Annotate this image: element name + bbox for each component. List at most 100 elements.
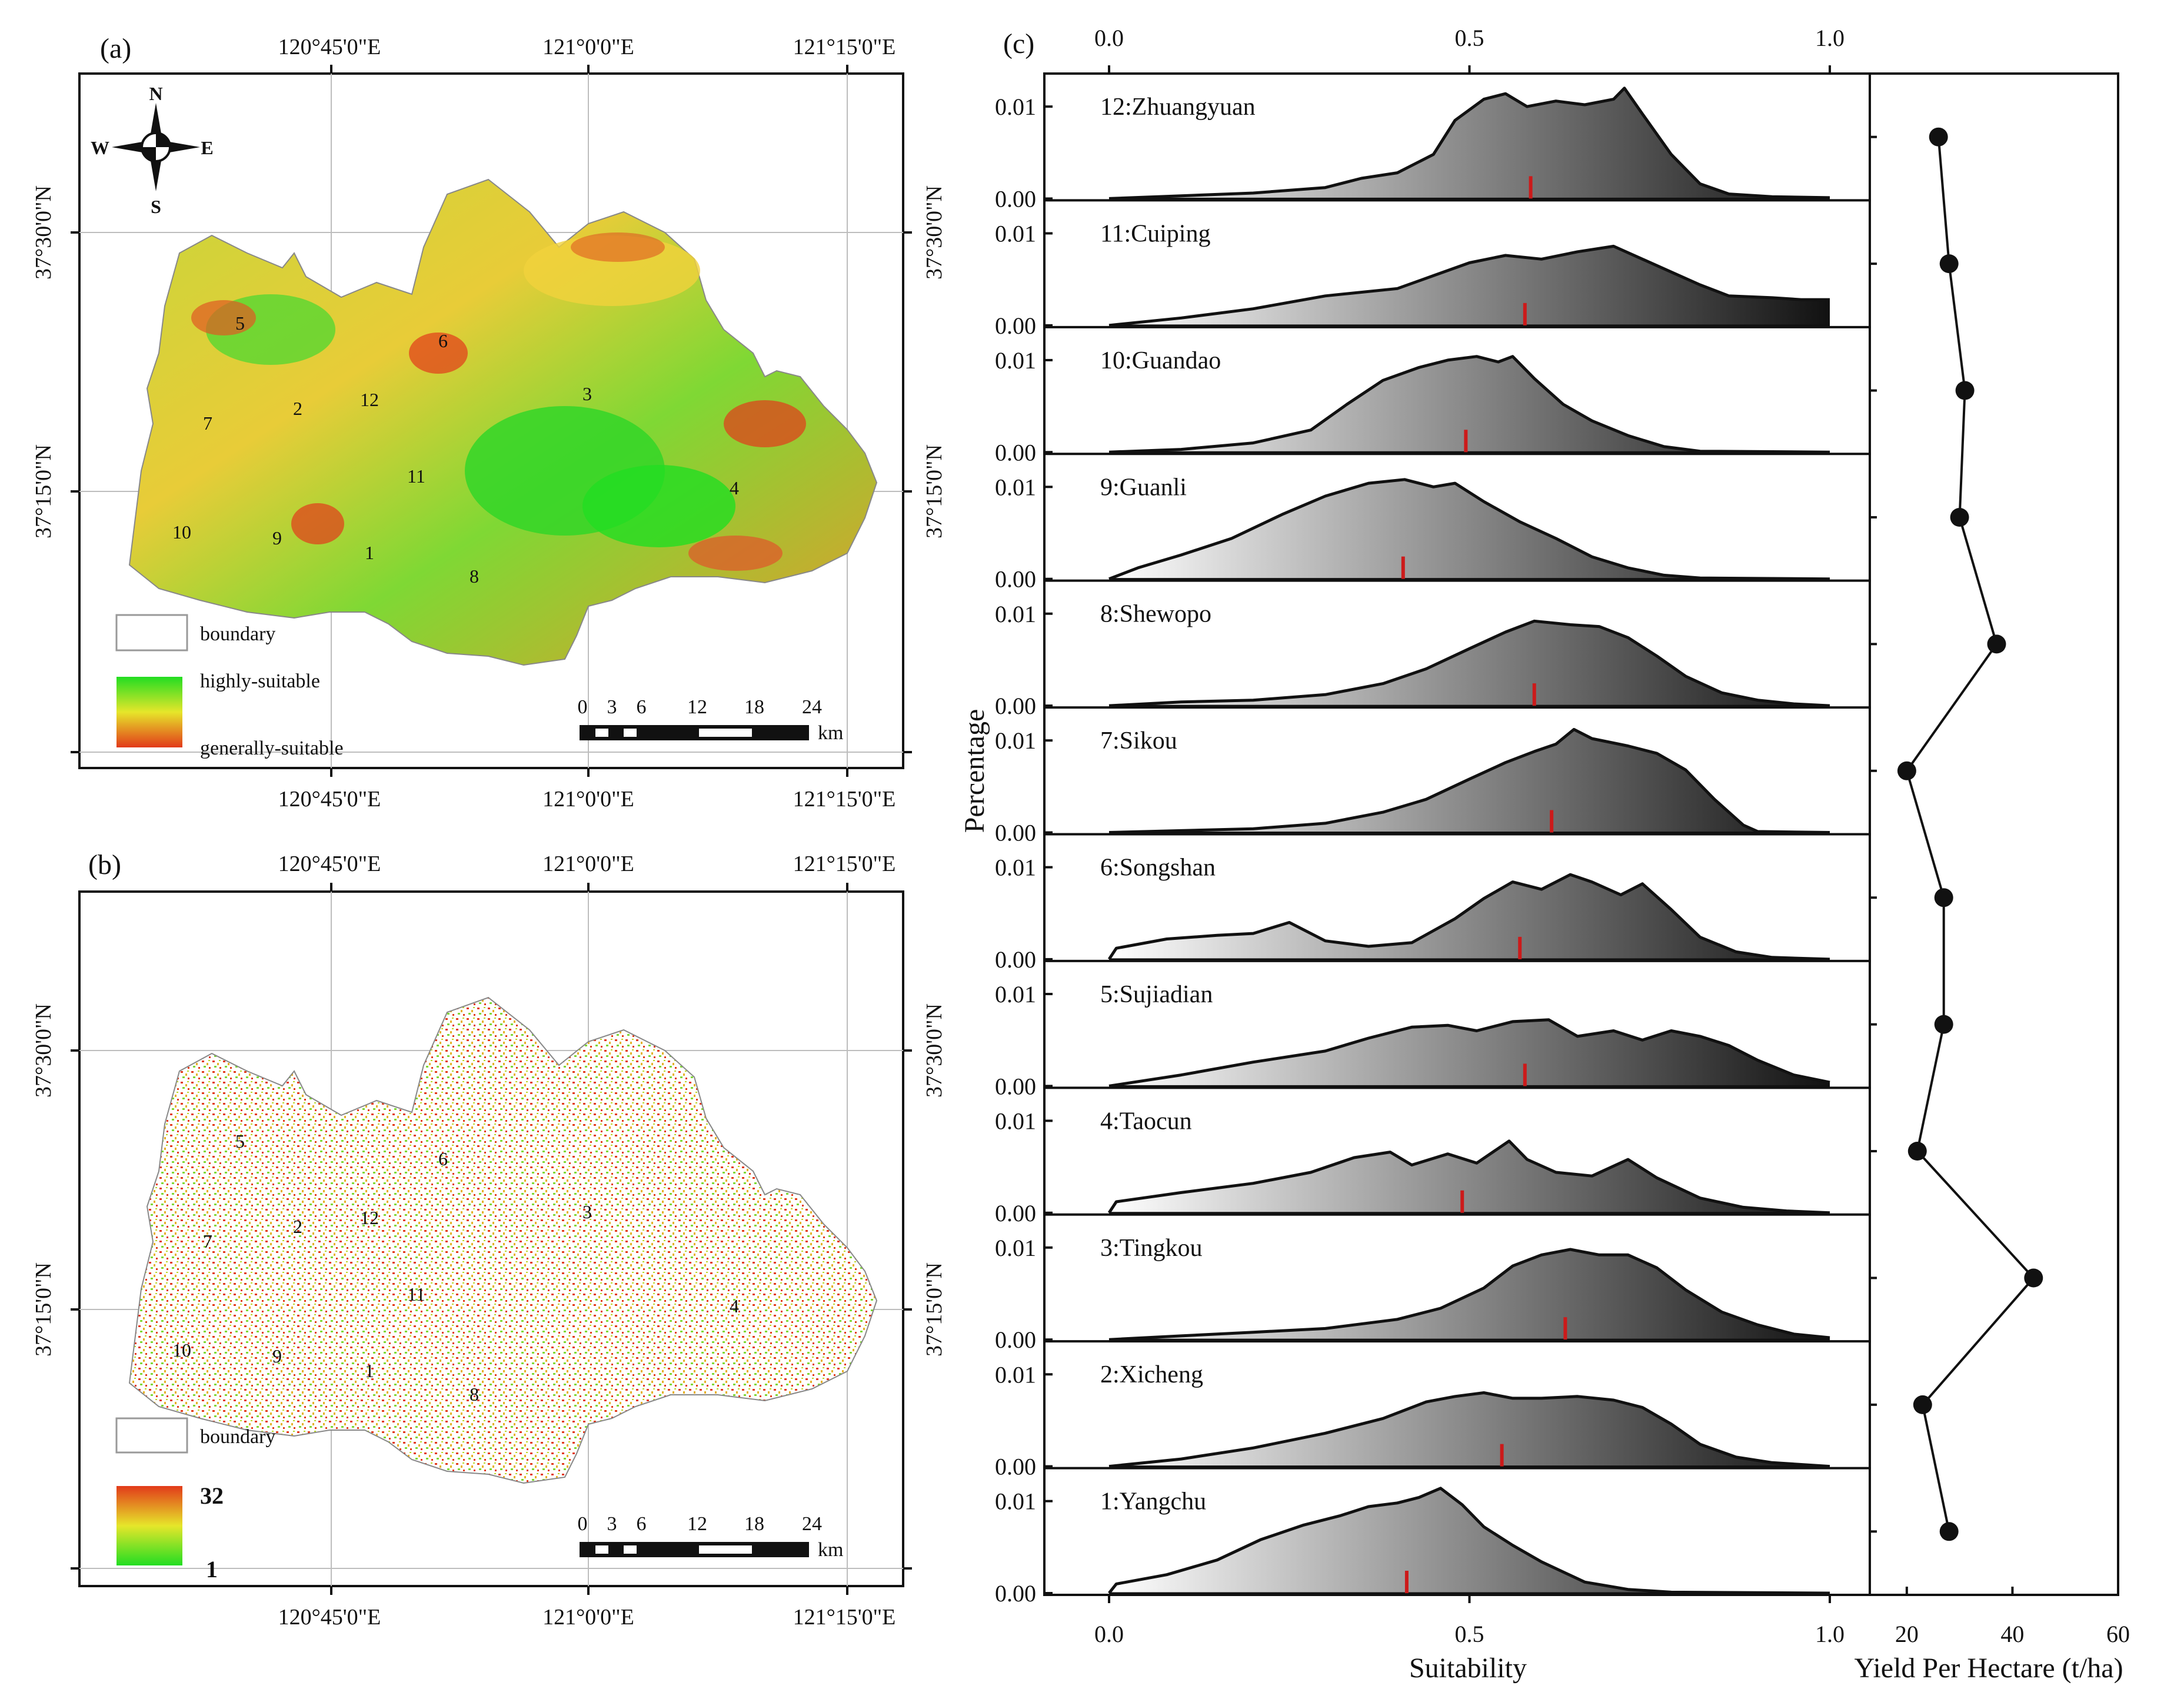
lat-label-right-1: 37°30'0"N bbox=[922, 1003, 947, 1098]
lon-label-bottom-1: 120°45'0"E bbox=[278, 1605, 381, 1630]
y-tick-label: 0.00 bbox=[995, 439, 1036, 466]
y-tick-label: 0.00 bbox=[995, 1327, 1036, 1353]
map-panel-b: (b) 120°45'0"E 121°0'0"E 121°15'0"E 37°3… bbox=[31, 849, 947, 1630]
y-tick-label: 0.01 bbox=[995, 855, 1036, 881]
y-tick-label: 0.01 bbox=[995, 221, 1036, 247]
yield-point bbox=[1907, 1142, 1927, 1161]
map-a-red-patch bbox=[688, 536, 783, 571]
scale-bar-a: 0 3 6 12 18 24 km bbox=[578, 696, 844, 744]
scale-b-tick-24: 24 bbox=[802, 1513, 822, 1535]
map-a-green-patch bbox=[582, 465, 735, 547]
map-a-zone-4: 4 bbox=[730, 477, 739, 498]
scale-bar-b: 0 3 6 12 18 24 km bbox=[578, 1513, 844, 1561]
x-tick-bottom: 1.0 bbox=[1815, 1621, 1845, 1647]
x-tick-bottom: 0.0 bbox=[1094, 1621, 1124, 1647]
lat-label-left-1: 37°30'0"N bbox=[31, 1003, 56, 1098]
scale-b-unit: km bbox=[818, 1539, 843, 1561]
map-a-frame bbox=[78, 72, 904, 769]
histogram-line bbox=[1108, 87, 1830, 200]
lon-label-top-1: 120°45'0"E bbox=[278, 852, 381, 876]
y-tick-label: 0.01 bbox=[995, 1235, 1036, 1261]
map-b-zone-3: 3 bbox=[582, 1201, 592, 1222]
lon-label-top-3: 121°15'0"E bbox=[793, 852, 896, 876]
panel-label-c: (c) bbox=[1003, 28, 1034, 59]
scale-a-tick-24: 24 bbox=[802, 696, 822, 718]
histogram-line bbox=[1108, 244, 1830, 327]
lon-label-top-2: 121°0'0"E bbox=[542, 852, 634, 876]
legend-boundary-swatch bbox=[115, 614, 188, 651]
scale-a-tick-0: 0 bbox=[578, 696, 588, 718]
yield-tick: 20 bbox=[1895, 1621, 1919, 1647]
town-label: 1:Yangchu bbox=[1100, 1488, 1206, 1515]
map-b-zone-7: 7 bbox=[203, 1231, 212, 1252]
legend-boundary-swatch bbox=[115, 1417, 188, 1454]
map-b-zone-1: 1 bbox=[365, 1360, 374, 1381]
town-label: 3:Tingkou bbox=[1100, 1235, 1203, 1262]
town-label: 5:Sujiadian bbox=[1100, 981, 1213, 1008]
lat-label-left-1: 37°30'0"N bbox=[31, 185, 56, 280]
histogram-line bbox=[1108, 478, 1830, 581]
map-a-zone-3: 3 bbox=[582, 383, 592, 404]
map-b-zone-10: 10 bbox=[172, 1339, 191, 1361]
lat-label-left-2: 37°15'0"N bbox=[31, 1262, 56, 1357]
map-a-zone-10: 10 bbox=[172, 521, 191, 543]
map-a-zone-2: 2 bbox=[293, 398, 302, 419]
lat-label-right-1: 37°30'0"N bbox=[922, 185, 947, 280]
histogram-area bbox=[1109, 88, 1830, 199]
map-panel-a: (a) 120°45'0"E 121°0'0"E 121°15'0"E 37°3… bbox=[31, 33, 947, 812]
map-a-zone-12: 12 bbox=[360, 389, 379, 410]
scale-b-tick-0: 0 bbox=[578, 1513, 588, 1535]
compass-w: W bbox=[91, 137, 109, 158]
scale-a-tick-6: 6 bbox=[637, 696, 647, 718]
scale-a-unit: km bbox=[818, 722, 843, 744]
lat-label-right-2: 37°15'0"N bbox=[922, 1262, 947, 1357]
legend-frequency-ramp bbox=[116, 1486, 182, 1565]
yield-point bbox=[1897, 761, 1916, 780]
histogram-line bbox=[1108, 1018, 1830, 1088]
y-tick-label: 0.01 bbox=[995, 601, 1036, 627]
map-b-zone-5: 5 bbox=[235, 1131, 245, 1152]
histogram-area bbox=[1109, 1488, 1830, 1593]
histogram-area bbox=[1109, 1392, 1830, 1467]
x-tick-top: 0.0 bbox=[1094, 25, 1124, 51]
y-tick-label: 0.01 bbox=[995, 94, 1036, 120]
histogram-line bbox=[1107, 873, 1830, 961]
y-tick-label: 0.01 bbox=[995, 981, 1036, 1008]
histogram-area bbox=[1109, 1019, 1830, 1086]
y-tick-label: 0.00 bbox=[995, 566, 1036, 593]
town-label: 2:Xicheng bbox=[1100, 1361, 1203, 1388]
histogram-area bbox=[1109, 1249, 1830, 1340]
map-a-zone-11: 11 bbox=[407, 466, 425, 487]
legend-suitability-ramp bbox=[116, 677, 182, 747]
lon-label-bottom-3: 121°15'0"E bbox=[793, 1605, 896, 1630]
yield-tick: 40 bbox=[2000, 1621, 2024, 1647]
lon-label-top-3: 121°15'0"E bbox=[793, 35, 896, 59]
map-a-red-patch bbox=[571, 232, 665, 262]
legend-boundary-label: boundary bbox=[200, 623, 275, 645]
yield-point bbox=[2024, 1268, 2043, 1288]
y-tick-label: 0.00 bbox=[995, 693, 1036, 719]
histogram-area bbox=[1109, 479, 1830, 579]
town-label: 8:Shewopo bbox=[1100, 601, 1211, 628]
legend-highly-suitable: highly-suitable bbox=[200, 670, 320, 692]
map-a-zone-1: 1 bbox=[365, 542, 374, 563]
scale-b-tick-3: 3 bbox=[607, 1513, 617, 1535]
map-a-zone-8: 8 bbox=[470, 566, 479, 587]
yield-point bbox=[1987, 634, 2006, 654]
map-a-zone-9: 9 bbox=[272, 527, 282, 549]
y-tick-label: 0.00 bbox=[995, 185, 1036, 212]
yield-point bbox=[1955, 381, 1975, 400]
x-tick-top: 1.0 bbox=[1815, 25, 1845, 51]
lon-label-top-2: 121°0'0"E bbox=[542, 35, 634, 59]
map-a-red-patch bbox=[291, 503, 344, 544]
town-label: 6:Songshan bbox=[1100, 855, 1216, 882]
map-b-zone-9: 9 bbox=[272, 1345, 282, 1367]
histogram-line bbox=[1108, 1248, 1830, 1341]
compass-s: S bbox=[151, 196, 161, 217]
yield-axis-title: Yield Per Hectare (t/ha) bbox=[1854, 1653, 2123, 1684]
histogram-line bbox=[1107, 1139, 1830, 1215]
lon-label-bottom-2: 121°0'0"E bbox=[542, 1605, 634, 1630]
legend-generally-suitable: generally-suitable bbox=[200, 737, 344, 759]
map-a-zone-6: 6 bbox=[438, 330, 448, 351]
panel-label-a: (a) bbox=[100, 33, 131, 64]
